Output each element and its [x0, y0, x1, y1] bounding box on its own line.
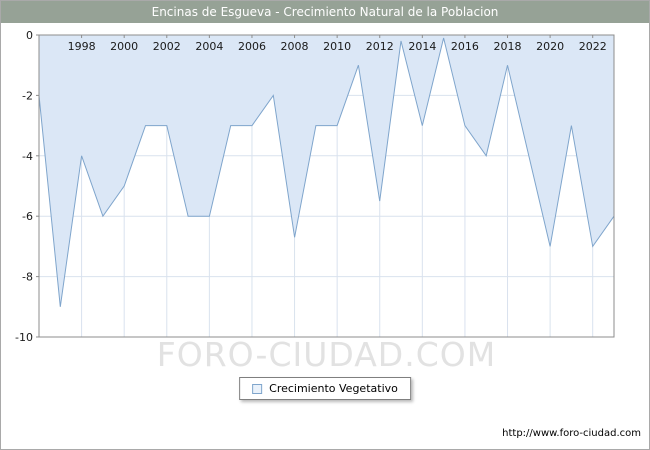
svg-text:2018: 2018 — [494, 40, 522, 53]
site-url-link[interactable]: http://www.foro-ciudad.com — [502, 428, 641, 439]
svg-text:-4: -4 — [22, 150, 33, 163]
svg-text:-10: -10 — [15, 331, 33, 344]
page-title: Encinas de Esgueva - Crecimiento Natural… — [151, 5, 499, 19]
svg-text:2016: 2016 — [451, 40, 479, 53]
svg-text:0: 0 — [26, 29, 33, 42]
plot-border — [38, 34, 615, 338]
svg-text:-8: -8 — [22, 271, 33, 284]
svg-text:2002: 2002 — [153, 40, 181, 53]
svg-text:2006: 2006 — [238, 40, 266, 53]
svg-text:2000: 2000 — [110, 40, 138, 53]
legend: Crecimiento Vegetativo — [239, 377, 411, 400]
legend-swatch-icon — [252, 383, 263, 394]
svg-text:-6: -6 — [22, 210, 33, 223]
svg-text:2012: 2012 — [366, 40, 394, 53]
svg-text:2020: 2020 — [536, 40, 564, 53]
svg-text:2010: 2010 — [323, 40, 351, 53]
legend-label: Crecimiento Vegetativo — [269, 382, 398, 395]
svg-text:-2: -2 — [22, 89, 33, 102]
area-series — [39, 35, 614, 307]
svg-text:2022: 2022 — [579, 40, 607, 53]
chart-title-bar: Encinas de Esgueva - Crecimiento Natural… — [1, 1, 649, 23]
svg-text:2004: 2004 — [195, 40, 223, 53]
svg-text:2008: 2008 — [281, 40, 309, 53]
axis-labels: 0 -2 -4 -6 -8 -10 1998 2000 2002 2004 2006 2008 2010… — [15, 29, 607, 344]
svg-text:2014: 2014 — [408, 40, 436, 53]
svg-text:1998: 1998 — [68, 40, 96, 53]
line-series — [38, 37, 615, 307]
